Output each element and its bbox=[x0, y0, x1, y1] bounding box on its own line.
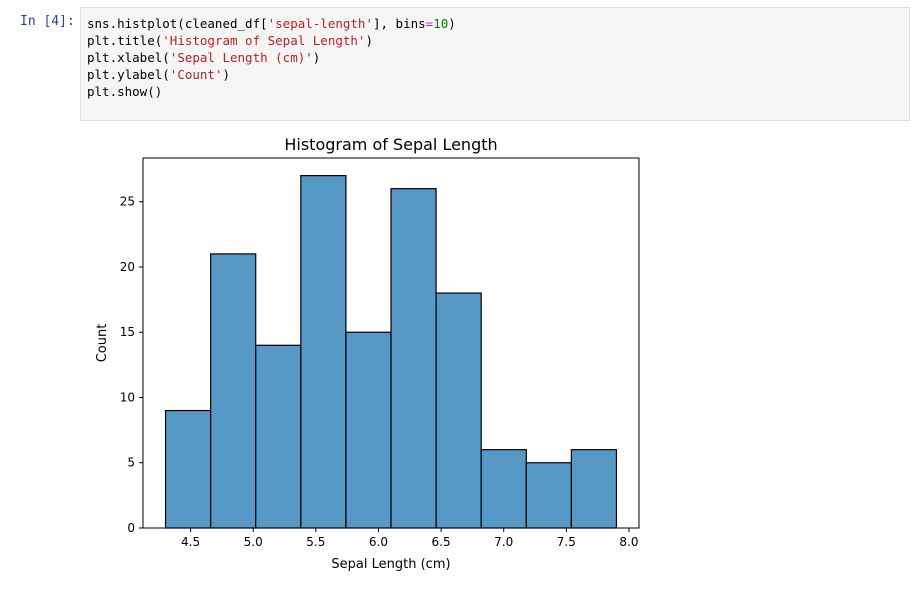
histogram-chart: Histogram of Sepal Length 4.5 5.0 5.5 6.0 6.… bbox=[95, 135, 640, 572]
code-string: 'Count' bbox=[169, 67, 223, 82]
x-tick-label: 5.0 bbox=[244, 535, 263, 549]
code-token: plt.show() bbox=[87, 84, 163, 99]
y-tick-label: 25 bbox=[120, 195, 135, 209]
x-tick-label: 5.5 bbox=[306, 535, 325, 549]
code-token: ) bbox=[448, 16, 456, 31]
code-line: plt.xlabel('Sepal Length (cm)') bbox=[87, 49, 909, 66]
code-token: ) bbox=[365, 33, 373, 48]
y-tick-label: 5 bbox=[127, 456, 135, 470]
histogram-bar bbox=[480, 449, 527, 529]
code-line: sns.histplot(cleaned_df['sepal-length'],… bbox=[87, 15, 909, 32]
code-token: ], bins bbox=[372, 16, 426, 31]
code-token: ) bbox=[312, 50, 321, 65]
code-token: sns.histplot(cleaned_df[ bbox=[87, 16, 268, 31]
y-tick-label: 15 bbox=[120, 325, 135, 339]
code-token: plt.ylabel( bbox=[87, 67, 170, 82]
code-number: 10 bbox=[433, 16, 449, 31]
cell-prompt: In [4]: bbox=[20, 14, 75, 29]
code-line: plt.title('Histogram of Sepal Length') bbox=[87, 32, 909, 49]
y-axis-label: Count bbox=[95, 324, 110, 363]
x-tick-label: 7.0 bbox=[494, 535, 513, 549]
histogram-bar bbox=[210, 253, 257, 529]
y-tick-label: 0 bbox=[127, 521, 135, 535]
code-operator: = bbox=[425, 16, 434, 31]
histogram-bar bbox=[390, 188, 437, 529]
code-line: plt.ylabel('Count') bbox=[87, 66, 909, 83]
cell-output: Histogram of Sepal Length 4.5 5.0 5.5 6.0 6.… bbox=[80, 122, 912, 590]
histogram-bar bbox=[255, 344, 302, 529]
histogram-bar bbox=[345, 331, 392, 529]
x-tick-label: 6.5 bbox=[432, 535, 451, 549]
code-token: plt.title( bbox=[87, 33, 163, 48]
code-cell-input[interactable]: sns.histplot(cleaned_df['sepal-length'],… bbox=[80, 7, 910, 121]
code-line: plt.show() bbox=[87, 83, 909, 100]
histogram-bar bbox=[570, 449, 618, 529]
code-string: 'Sepal Length (cm)' bbox=[169, 50, 313, 65]
code-string: 'sepal-length' bbox=[267, 16, 373, 31]
x-tick-label: 6.0 bbox=[369, 535, 388, 549]
x-tick-label: 4.5 bbox=[181, 535, 200, 549]
y-tick-label: 20 bbox=[120, 260, 135, 274]
histogram-bar bbox=[164, 409, 212, 529]
y-tick-label: 10 bbox=[120, 390, 135, 404]
chart-title: Histogram of Sepal Length bbox=[284, 135, 497, 154]
code-token: plt.xlabel( bbox=[87, 50, 170, 65]
x-axis-label: Sepal Length (cm) bbox=[331, 557, 450, 572]
plot-frame bbox=[142, 157, 640, 529]
histogram-bar bbox=[435, 292, 482, 529]
code-token: ) bbox=[222, 67, 231, 82]
histogram-bar bbox=[525, 462, 572, 529]
x-tick-label: 8.0 bbox=[619, 535, 638, 549]
x-tick-label: 7.5 bbox=[557, 535, 576, 549]
code-string: 'Histogram of Sepal Length' bbox=[162, 33, 366, 48]
histogram-bar bbox=[300, 175, 347, 529]
